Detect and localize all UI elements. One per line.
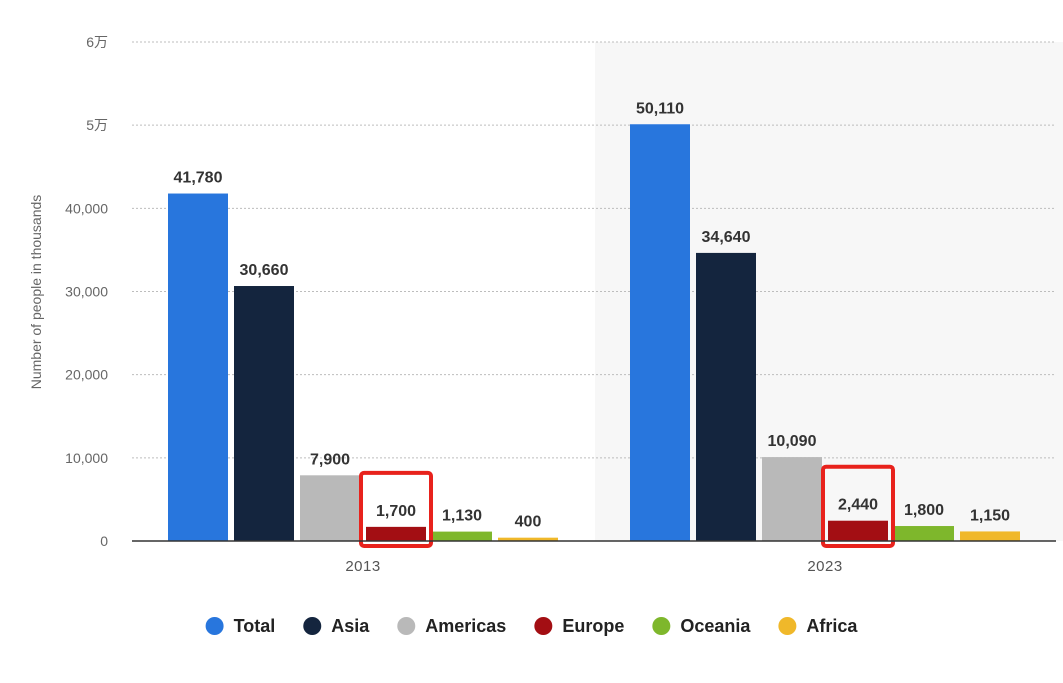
- bar-americas-2013[interactable]: [300, 475, 360, 541]
- bar-europe-2023[interactable]: [828, 520, 888, 541]
- data-label-africa-2023: 1,150: [970, 507, 1010, 524]
- legend-label-total[interactable]: Total: [234, 616, 276, 636]
- y-tick-label: 5万: [86, 117, 108, 133]
- data-label-americas-2013: 7,900: [310, 451, 350, 468]
- data-label-africa-2013: 400: [515, 514, 542, 531]
- legend-label-asia[interactable]: Asia: [331, 616, 370, 636]
- data-label-total-2023: 50,110: [636, 100, 684, 117]
- x-category-label: 2013: [345, 558, 380, 575]
- data-label-oceania-2013: 1,130: [442, 508, 482, 525]
- legend-label-americas[interactable]: Americas: [425, 616, 506, 636]
- legend-label-europe[interactable]: Europe: [562, 616, 624, 636]
- highlight-box-europe-2013: [359, 470, 433, 548]
- legend-label-oceania[interactable]: Oceania: [680, 616, 751, 636]
- legend-marker-asia[interactable]: [303, 617, 322, 635]
- highlight-box-europe-2023: [821, 464, 895, 548]
- x-category-label: 2023: [807, 558, 842, 575]
- bar-europe-2013[interactable]: [366, 526, 426, 541]
- legend-marker-oceania[interactable]: [652, 617, 671, 635]
- bar-asia-2013[interactable]: [234, 286, 294, 541]
- bar-oceania-2023[interactable]: [894, 526, 954, 541]
- data-label-asia-2023: 34,640: [702, 229, 751, 246]
- data-label-europe-2013: 1,700: [376, 503, 416, 520]
- y-tick-label: 6万: [86, 34, 108, 50]
- y-tick-label: 20,000: [65, 367, 108, 383]
- y-tick-label: 30,000: [65, 284, 108, 300]
- data-label-oceania-2023: 1,800: [904, 502, 944, 519]
- legend-marker-total[interactable]: [205, 617, 224, 635]
- y-tick-label: 40,000: [65, 200, 108, 216]
- y-tick-label: 0: [100, 533, 108, 549]
- bar-africa-2013[interactable]: [498, 537, 558, 541]
- legend-label-africa[interactable]: Africa: [806, 616, 858, 636]
- bar-americas-2023[interactable]: [762, 457, 822, 541]
- data-label-europe-2023: 2,440: [838, 497, 878, 514]
- bar-oceania-2013[interactable]: [432, 531, 492, 541]
- legend-marker-americas[interactable]: [397, 617, 416, 635]
- y-axis-label: Number of people in thousands: [28, 195, 44, 390]
- legend-marker-europe[interactable]: [534, 617, 553, 635]
- bar-total-2023[interactable]: [630, 124, 690, 541]
- bar-africa-2023[interactable]: [960, 531, 1020, 541]
- y-tick-label: 10,000: [65, 450, 108, 466]
- bar-asia-2023[interactable]: [696, 252, 756, 542]
- data-label-asia-2013: 30,660: [240, 262, 289, 279]
- legend-marker-africa[interactable]: [778, 617, 797, 635]
- data-label-americas-2023: 10,090: [768, 433, 817, 450]
- data-label-total-2013: 41,780: [174, 170, 223, 187]
- bar-total-2013[interactable]: [168, 193, 228, 541]
